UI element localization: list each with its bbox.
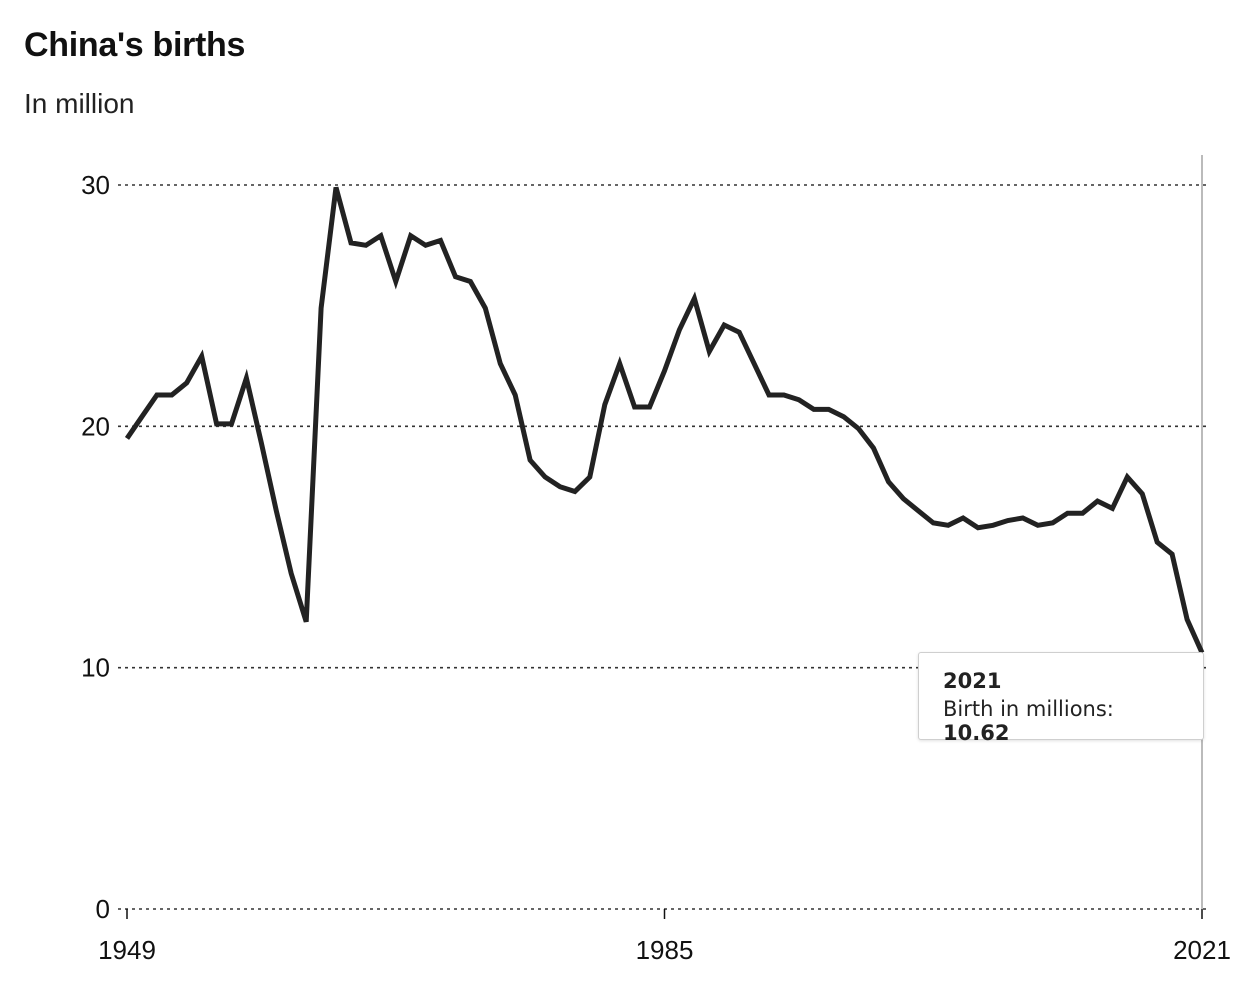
- data-point-2006[interactable]: [972, 522, 984, 534]
- data-point-2020[interactable]: [1181, 613, 1193, 625]
- tooltip-value: 10.62: [943, 721, 1010, 745]
- data-point-1955[interactable]: [211, 418, 223, 430]
- data-point-2016[interactable]: [1121, 471, 1133, 483]
- data-point-2013[interactable]: [1077, 507, 1089, 519]
- data-point-1986[interactable]: [673, 324, 685, 336]
- tooltip-value-row: Birth in millions: 10.62: [943, 697, 1179, 745]
- data-point-1978[interactable]: [554, 481, 566, 493]
- data-point-1981[interactable]: [599, 399, 611, 411]
- data-point-1980[interactable]: [584, 471, 596, 483]
- data-point-1999[interactable]: [868, 442, 880, 454]
- data-point-1985[interactable]: [659, 365, 671, 377]
- data-point-1969[interactable]: [420, 239, 432, 251]
- data-point-1988[interactable]: [703, 346, 715, 358]
- data-point-1991[interactable]: [748, 358, 760, 370]
- data-point-1954[interactable]: [196, 350, 208, 362]
- data-point-1974[interactable]: [494, 358, 506, 370]
- tooltip-label: Birth in millions:: [943, 697, 1114, 721]
- data-point-1966[interactable]: [375, 230, 387, 242]
- data-point-1992[interactable]: [763, 389, 775, 401]
- data-point-2014[interactable]: [1092, 495, 1104, 507]
- data-point-1990[interactable]: [733, 326, 745, 338]
- data-point-1993[interactable]: [778, 389, 790, 401]
- data-point-1977[interactable]: [539, 471, 551, 483]
- data-point-2004[interactable]: [942, 519, 954, 531]
- data-point-2002[interactable]: [912, 505, 924, 517]
- y-tick-label-30: 30: [81, 170, 110, 200]
- data-point-1960[interactable]: [285, 568, 297, 580]
- data-point-1953[interactable]: [181, 377, 193, 389]
- data-point-1975[interactable]: [509, 389, 521, 401]
- data-point-1979[interactable]: [569, 486, 581, 498]
- data-point-1996[interactable]: [823, 403, 835, 415]
- tooltip: 2021 Birth in millions: 10.62: [918, 652, 1204, 745]
- x-tick-label-2021: 2021: [1173, 935, 1231, 965]
- data-point-1970[interactable]: [435, 235, 447, 247]
- data-point-1950[interactable]: [136, 411, 148, 423]
- y-tick-label-10: 10: [81, 653, 110, 683]
- data-point-1962[interactable]: [315, 302, 327, 314]
- data-point-2001[interactable]: [897, 493, 909, 505]
- data-point-1959[interactable]: [270, 505, 282, 517]
- tooltip-year: 2021: [943, 669, 1002, 693]
- series-line-0: [124, 186, 1205, 654]
- data-point-1987[interactable]: [688, 292, 700, 304]
- chart-title: China's births: [24, 26, 246, 64]
- data-point-2000[interactable]: [883, 476, 895, 488]
- x-axis: 1949 1985 2021: [98, 909, 1231, 965]
- data-point-2019[interactable]: [1166, 548, 1178, 560]
- data-point-1963[interactable]: [330, 181, 342, 193]
- data-point-2015[interactable]: [1106, 502, 1118, 514]
- data-point-1957[interactable]: [240, 372, 252, 384]
- data-point-1958[interactable]: [255, 437, 267, 449]
- y-axis-labels: 0 10 20 30: [81, 170, 110, 924]
- data-point-1973[interactable]: [479, 302, 491, 314]
- data-point-1982[interactable]: [614, 358, 626, 370]
- data-point-2007[interactable]: [987, 519, 999, 531]
- data-point-1956[interactable]: [226, 418, 238, 430]
- series-layer: [121, 181, 1205, 654]
- data-point-2018[interactable]: [1151, 536, 1163, 548]
- chart-subtitle: In million: [24, 88, 135, 119]
- data-point-2009[interactable]: [1017, 512, 1029, 524]
- data-point-1983[interactable]: [629, 401, 641, 413]
- data-point-2011[interactable]: [1047, 517, 1059, 529]
- data-point-1972[interactable]: [464, 276, 476, 288]
- data-point-2012[interactable]: [1062, 507, 1074, 519]
- data-point-1989[interactable]: [718, 319, 730, 331]
- data-point-1995[interactable]: [808, 403, 820, 415]
- y-tick-label-0: 0: [96, 894, 110, 924]
- data-point-1951[interactable]: [151, 389, 163, 401]
- data-point-1964[interactable]: [345, 237, 357, 249]
- data-point-1976[interactable]: [524, 454, 536, 466]
- gridlines: [118, 184, 1210, 910]
- data-point-1971[interactable]: [450, 271, 462, 283]
- data-point-1961[interactable]: [300, 616, 312, 628]
- data-point-2008[interactable]: [1002, 515, 1014, 527]
- data-point-1952[interactable]: [166, 389, 178, 401]
- data-point-2010[interactable]: [1032, 519, 1044, 531]
- data-point-2005[interactable]: [957, 512, 969, 524]
- x-tick-label-1949: 1949: [98, 935, 156, 965]
- y-tick-label-20: 20: [81, 411, 110, 441]
- data-point-1968[interactable]: [405, 230, 417, 242]
- data-point-2017[interactable]: [1136, 488, 1148, 500]
- data-point-1997[interactable]: [838, 411, 850, 423]
- x-tick-label-1985: 1985: [636, 935, 694, 965]
- data-point-2003[interactable]: [927, 517, 939, 529]
- data-point-1965[interactable]: [360, 239, 372, 251]
- data-point-1994[interactable]: [793, 394, 805, 406]
- data-point-1967[interactable]: [390, 276, 402, 288]
- data-point-1998[interactable]: [853, 423, 865, 435]
- data-point-1949[interactable]: [121, 432, 133, 444]
- data-point-1984[interactable]: [644, 401, 656, 413]
